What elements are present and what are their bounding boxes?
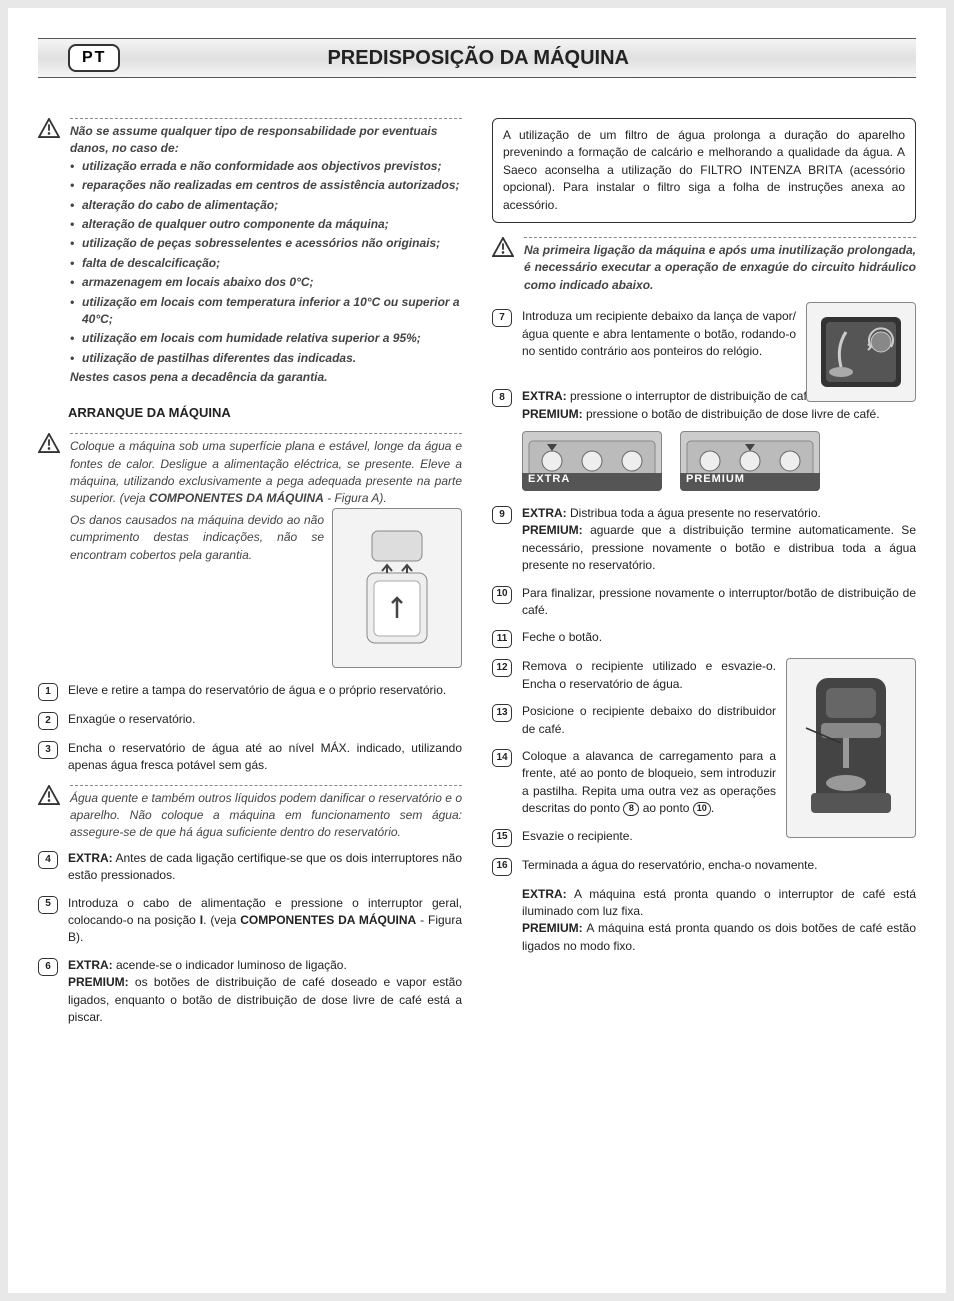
step-3-text: Encha o reservatório de água até ao níve… xyxy=(68,740,462,775)
warning-icon xyxy=(38,433,60,453)
bullet: utilização em locais com humidade relati… xyxy=(70,330,462,347)
step-number: 14 xyxy=(492,749,512,767)
step-number: 16 xyxy=(492,858,512,876)
warning-icon xyxy=(38,785,60,805)
extra-panel-figure: EXTRA xyxy=(522,431,662,491)
bullet: alteração de qualquer outro componente d… xyxy=(70,216,462,233)
step-16-text: Terminada a água do reservatório, encha-… xyxy=(522,857,916,874)
step-number: 13 xyxy=(492,704,512,722)
step-number: 7 xyxy=(492,309,512,327)
hotwater-warn: Água quente e também outros líquidos pod… xyxy=(70,785,462,842)
step-14-text: Coloque a alavanca de carregamento para … xyxy=(522,748,776,818)
bullet: reparações não realizadas em centros de … xyxy=(70,177,462,194)
machine-figure xyxy=(786,658,916,838)
bullet: utilização de peças sobresselentes e ace… xyxy=(70,235,462,252)
first-use-note: Na primeira ligação da máquina e após um… xyxy=(524,237,916,294)
step-7-text: Introduza um recipiente debaixo da lança… xyxy=(522,308,916,360)
placement-note: Coloque a máquina sob uma superfície pla… xyxy=(70,438,462,508)
step-6-text: EXTRA: acende-se o indicador luminoso de… xyxy=(68,957,462,1027)
step-number: 11 xyxy=(492,630,512,648)
step-number: 12 xyxy=(492,659,512,677)
bullet: armazenagem em locais abaixo dos 0°C; xyxy=(70,274,462,291)
bullet: falta de descalcificação; xyxy=(70,255,462,272)
step-number: 15 xyxy=(492,829,512,847)
disclaimer-bullets: utilização errada e não conformidade aos… xyxy=(70,158,462,367)
step-13-text: Posicione o recipiente debaixo do distri… xyxy=(522,703,776,738)
step-number: 10 xyxy=(492,586,512,604)
section-title: ARRANQUE DA MÁQUINA xyxy=(68,404,462,423)
step-12-text: Remova o recipiente utilizado e esvazie-… xyxy=(522,658,776,693)
step-number: 8 xyxy=(492,389,512,407)
page-title: PREDISPOSIÇÃO DA MÁQUINA xyxy=(120,47,916,70)
content-columns: Não se assume qualquer tipo de responsab… xyxy=(38,118,916,1036)
warning-icon xyxy=(38,118,60,138)
disclaimer-lead: Não se assume qualquer tipo de responsab… xyxy=(70,123,462,158)
step-2-text: Enxagúe o reservatório. xyxy=(68,711,462,728)
bullet: utilização errada e não conformidade aos… xyxy=(70,158,462,175)
bullet: utilização em locais com temperatura inf… xyxy=(70,294,462,329)
premium-panel-figure: PREMIUM xyxy=(680,431,820,491)
step-number: 1 xyxy=(38,683,58,701)
step-number: 5 xyxy=(38,896,58,914)
step-11-text: Feche o botão. xyxy=(522,629,916,646)
step-number: 4 xyxy=(38,851,58,869)
step-number: 9 xyxy=(492,506,512,524)
step-number: 2 xyxy=(38,712,58,730)
bullet: utilização de pastilhas diferentes das i… xyxy=(70,350,462,367)
step-10-text: Para finalizar, pressione novamente o in… xyxy=(522,585,916,620)
step-1-text: Eleve e retire a tampa do reservatório d… xyxy=(68,682,462,699)
disclaimer-end: Nestes casos pena a decadência da garant… xyxy=(70,369,462,386)
right-column: A utilização de um filtro de água prolon… xyxy=(492,118,916,1036)
reservoir-figure xyxy=(332,508,462,668)
step-9-text: EXTRA: Distribua toda a água presente no… xyxy=(522,505,916,575)
filter-info-box: A utilização de um filtro de água prolon… xyxy=(492,118,916,223)
step-5-text: Introduza o cabo de alimentação e pressi… xyxy=(68,895,462,947)
step-8-text: EXTRA: pressione o interruptor de distri… xyxy=(522,388,916,491)
warning-icon xyxy=(492,237,514,257)
header-bar: PT PREDISPOSIÇÃO DA MÁQUINA xyxy=(38,38,916,78)
bullet: alteração do cabo de alimentação; xyxy=(70,197,462,214)
step-number: 3 xyxy=(38,741,58,759)
left-column: Não se assume qualquer tipo de responsab… xyxy=(38,118,462,1036)
steam-wand-figure xyxy=(806,302,916,402)
language-badge: PT xyxy=(68,44,120,72)
step-number: 6 xyxy=(38,958,58,976)
final-note: EXTRA: A máquina está pronta quando o in… xyxy=(522,886,916,956)
step-4-text: EXTRA: Antes de cada ligação certifique-… xyxy=(68,850,462,885)
